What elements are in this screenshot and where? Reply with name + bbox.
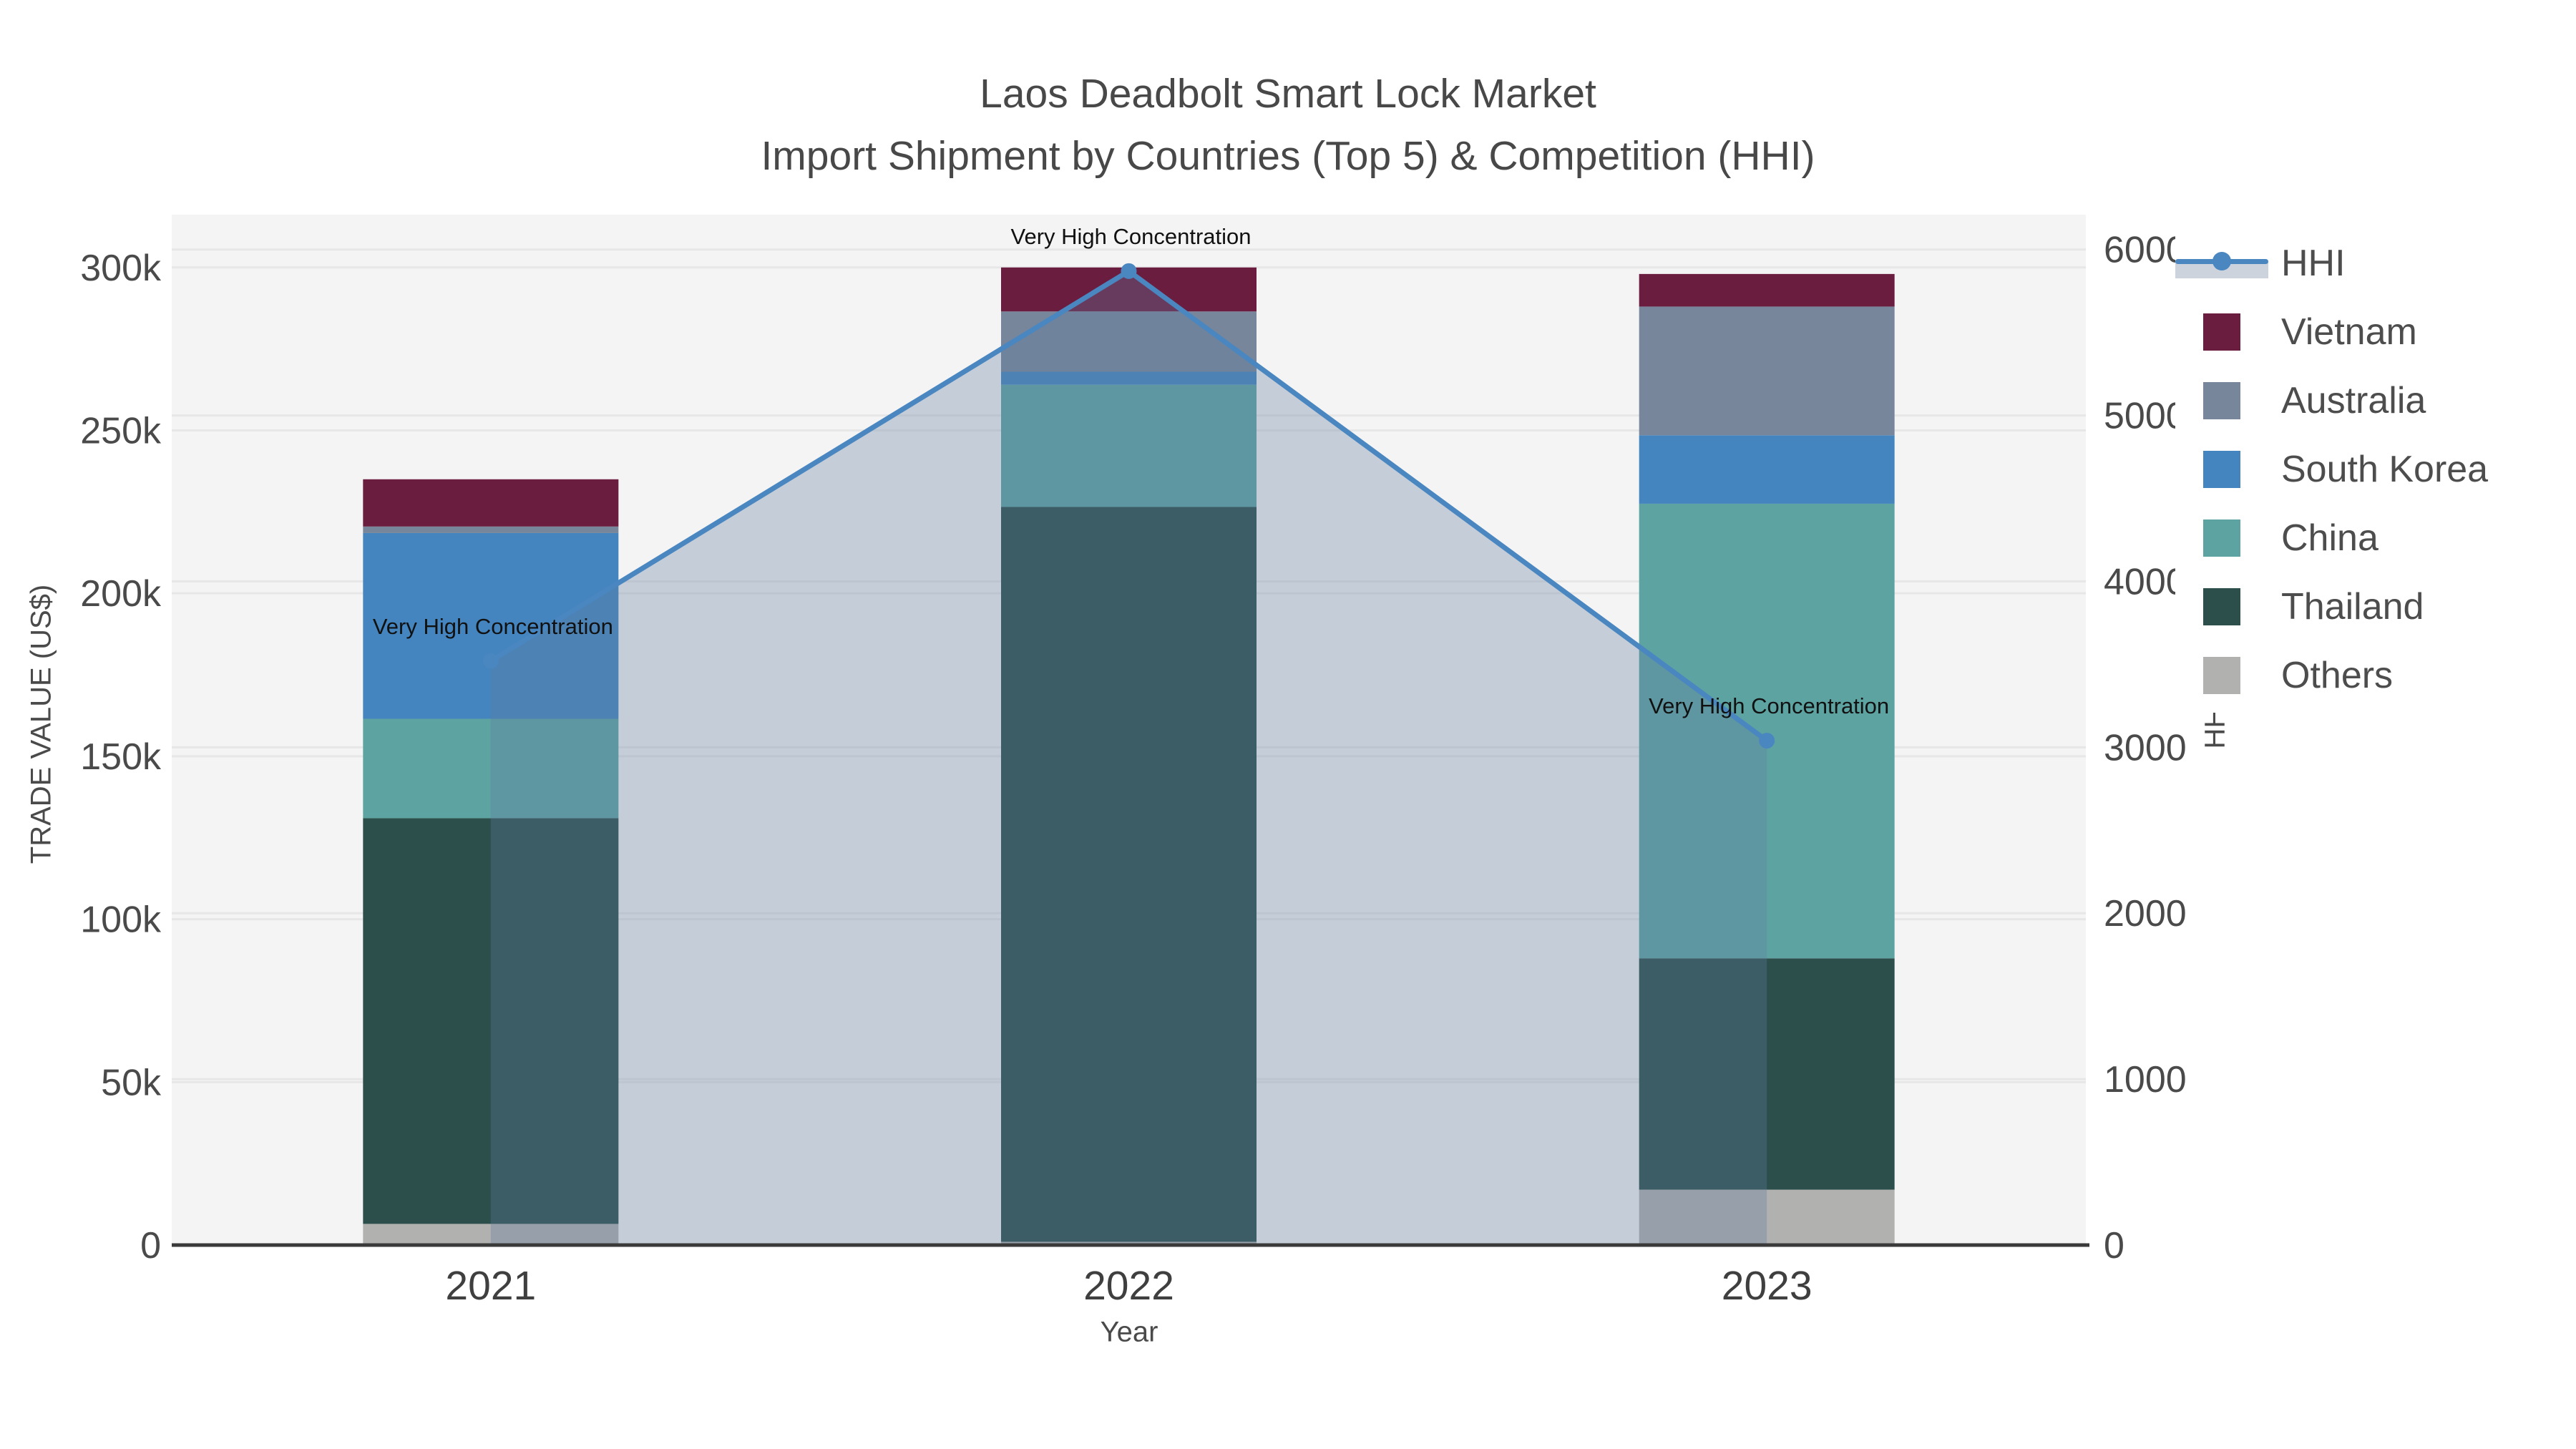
bar-segment-china-2021[interactable]	[363, 718, 619, 819]
legend-swatch-australia	[2203, 382, 2240, 419]
legend-swatch-icon	[2175, 451, 2268, 488]
bar-segment-thailand-2023[interactable]	[1639, 958, 1895, 1190]
legend-swatch-china	[2203, 519, 2240, 557]
legend-label: HHI	[2281, 243, 2346, 284]
legend-swatch-icon	[2175, 588, 2268, 625]
x-tick-label: 2021	[445, 1263, 536, 1309]
legend-label: Thailand	[2281, 586, 2424, 628]
annotation-2021: Very High Concentration	[372, 613, 613, 639]
bar-segment-vietnam-2021[interactable]	[363, 479, 619, 527]
annotation-2022: Very High Concentration	[1010, 223, 1252, 249]
left-tick-label: 300k	[80, 248, 162, 289]
legend-swatch-icon	[2175, 313, 2268, 351]
bar-segment-thailand-2021[interactable]	[363, 818, 619, 1224]
bar-segment-others-2021[interactable]	[363, 1224, 619, 1245]
left-axis-title: TRADE VALUE (US$)	[25, 584, 57, 864]
chart-title-line2: Import Shipment by Countries (Top 5) & C…	[761, 132, 1815, 179]
right-tick-label: 5000	[2104, 396, 2187, 437]
legend-item-china[interactable]: China	[2175, 504, 2562, 572]
legend-swatch-icon	[2175, 657, 2268, 694]
legend-swatch-south-korea	[2203, 451, 2240, 488]
left-tick-label: 150k	[80, 736, 162, 778]
bar-segment-vietnam-2023[interactable]	[1639, 273, 1895, 307]
legend-label: South Korea	[2281, 449, 2489, 490]
right-tick-label: 1000	[2104, 1059, 2187, 1101]
bar-segment-australia-2021[interactable]	[363, 526, 619, 533]
bar-segment-thailand-2022[interactable]	[1001, 507, 1257, 1242]
left-tick-label: 200k	[80, 573, 162, 615]
legend: HHI Vietnam Australia South Korea China Thail…	[2175, 226, 2562, 713]
legend-item-south-korea[interactable]: South Korea	[2175, 435, 2562, 504]
legend-item-australia[interactable]: Australia	[2175, 366, 2562, 435]
hhi-marker-2023[interactable]	[1759, 733, 1775, 749]
hhi-marker-2022[interactable]	[1121, 263, 1137, 279]
legend-swatch-icon	[2175, 382, 2268, 419]
legend-item-hhi[interactable]: HHI	[2175, 229, 2562, 298]
bar-segment-south-korea-2021[interactable]	[363, 532, 619, 719]
legend-swatch-vietnam	[2203, 313, 2240, 351]
legend-label: China	[2281, 517, 2379, 559]
left-tick-label: 250k	[80, 410, 162, 452]
hhi-line-sample-icon	[2175, 243, 2268, 283]
annotation-2023: Very High Concentration	[1649, 693, 1890, 719]
left-tick-label: 0	[140, 1225, 161, 1267]
bar-segment-china-2023[interactable]	[1639, 503, 1895, 959]
hhi-sample	[2175, 243, 2268, 283]
bar-segment-china-2022[interactable]	[1001, 384, 1257, 507]
legend-swatch-others	[2203, 657, 2240, 694]
right-tick-label: 4000	[2104, 561, 2187, 602]
legend-label: Vietnam	[2281, 311, 2417, 353]
chart-title: Laos Deadbolt Smart Lock Market Import S…	[0, 63, 2576, 187]
legend-swatch-icon	[2175, 519, 2268, 557]
legend-label: Others	[2281, 655, 2394, 696]
legend-swatch-thailand	[2203, 588, 2240, 625]
bar-segment-south-korea-2023[interactable]	[1639, 435, 1895, 504]
bar-segment-australia-2023[interactable]	[1639, 306, 1895, 436]
right-tick-label: 3000	[2104, 727, 2187, 769]
hhi-area-fill	[490, 270, 1767, 1245]
x-tick-label: 2023	[1722, 1263, 1813, 1309]
bar-segment-others-2023[interactable]	[1639, 1189, 1895, 1245]
chart-title-line1: Laos Deadbolt Smart Lock Market	[980, 71, 1596, 117]
left-tick-label: 50k	[101, 1062, 162, 1103]
hhi-marker-sample	[2212, 252, 2231, 270]
left-tick-label: 100k	[80, 899, 162, 941]
x-axis-title: Year	[1100, 1316, 1158, 1348]
legend-item-others[interactable]: Others	[2175, 641, 2562, 710]
bar-segment-south-korea-2022[interactable]	[1001, 371, 1257, 385]
hhi-area-sample	[2175, 263, 2268, 278]
hhi-marker-2021[interactable]	[482, 653, 499, 669]
legend-label: Australia	[2281, 380, 2426, 421]
right-tick-label: 6000	[2104, 230, 2187, 271]
legend-item-vietnam[interactable]: Vietnam	[2175, 298, 2562, 366]
x-tick-label: 2022	[1083, 1263, 1174, 1309]
legend-item-thailand[interactable]: Thailand	[2175, 572, 2562, 641]
right-tick-label: 2000	[2104, 893, 2187, 935]
right-tick-label: 0	[2104, 1225, 2124, 1267]
